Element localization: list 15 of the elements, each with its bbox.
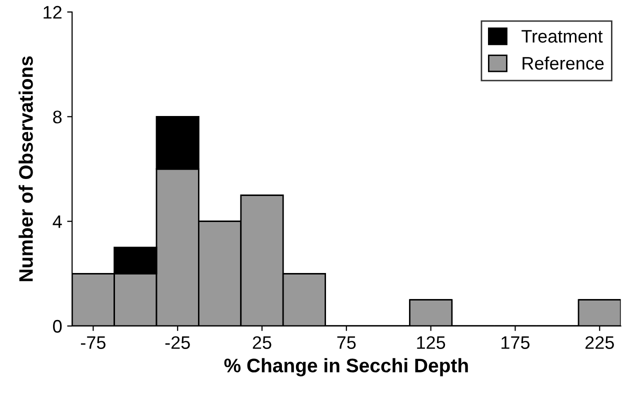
y-axis-title: Number of Observations	[18, 56, 33, 282]
x-tick-label: 225	[585, 336, 614, 349]
x-tick-label: 175	[502, 336, 530, 349]
y-tick-label: 8	[53, 110, 62, 124]
x-tick-label: 25	[252, 336, 272, 349]
y-tick-label: 12	[44, 6, 62, 19]
x-tick-label: -75	[80, 336, 106, 349]
y-tick-label: 0	[53, 320, 62, 333]
x-tick-label: 125	[417, 336, 446, 349]
x-tick-label: 75	[337, 336, 356, 349]
x-tick-label: -25	[165, 336, 190, 349]
y-tick-label: 4	[52, 215, 62, 228]
legend-label: Reference	[522, 56, 604, 70]
x-axis-title: % Change in Secchi Depth	[224, 358, 468, 376]
legend-label: Treatment	[522, 30, 603, 43]
